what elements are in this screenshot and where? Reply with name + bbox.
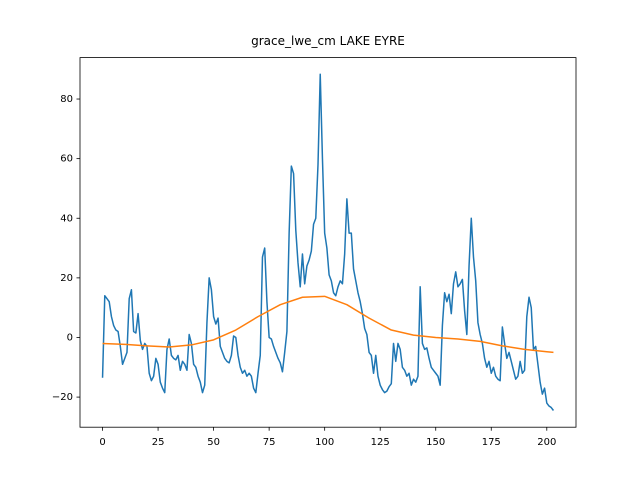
x-tick-label: 100 xyxy=(315,437,334,448)
x-tick-label: 150 xyxy=(426,437,445,448)
chart-title: grace_lwe_cm LAKE EYRE xyxy=(251,34,405,48)
series-line xyxy=(102,295,554,354)
x-tick-label: 75 xyxy=(263,437,276,448)
y-tick-label: −20 xyxy=(52,392,73,403)
x-tick-label: 0 xyxy=(99,437,105,448)
x-tick-label: 175 xyxy=(482,437,501,448)
y-tick-label: 60 xyxy=(60,154,73,165)
y-tick-label: 80 xyxy=(60,94,73,105)
y-tick-label: 20 xyxy=(60,273,73,284)
x-tick-label: 200 xyxy=(537,437,556,448)
x-tick-label: 125 xyxy=(371,437,390,448)
axes-frame xyxy=(79,57,577,428)
y-tick-label: 40 xyxy=(60,213,73,224)
x-tick-label: 50 xyxy=(207,437,220,448)
x-tick-label: 25 xyxy=(152,437,165,448)
y-tick-label: 0 xyxy=(67,332,73,343)
series-line xyxy=(101,73,555,411)
plot-area xyxy=(101,73,555,411)
